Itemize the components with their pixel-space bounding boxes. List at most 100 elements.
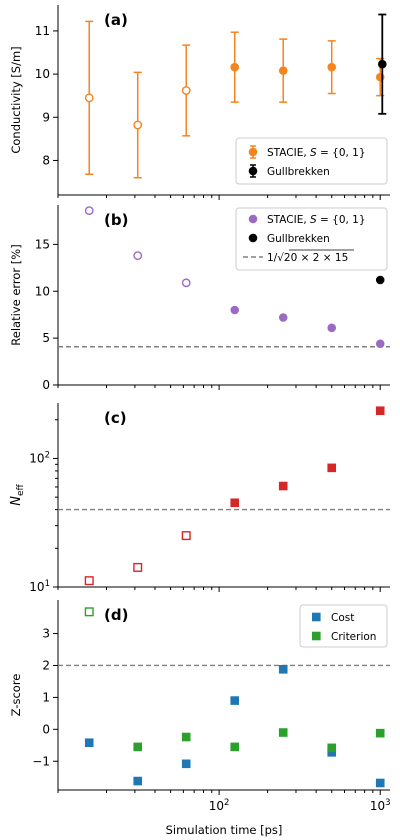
data-point bbox=[84, 93, 94, 103]
data-point bbox=[133, 742, 143, 752]
x-axis-label: Simulation time [ps] bbox=[166, 823, 283, 837]
y-tick-label: 2 bbox=[42, 658, 50, 672]
y-tick-label: 0 bbox=[42, 722, 50, 736]
y-tick-label: 15 bbox=[35, 237, 50, 251]
y-tick-label: 10 bbox=[35, 67, 50, 81]
data-point bbox=[84, 206, 94, 216]
legend-label-part: = {0, 1} bbox=[317, 147, 366, 159]
data-point bbox=[327, 463, 337, 473]
data-point bbox=[377, 59, 387, 69]
legend-marker bbox=[312, 631, 321, 641]
legend-label: STACIE, S = {0, 1} bbox=[267, 214, 366, 226]
panel-label: (b) bbox=[104, 211, 128, 229]
x-tick-exponent: 3 bbox=[385, 798, 390, 808]
legend-label: 1/√20 × 2 × 15 bbox=[267, 252, 348, 264]
panel-label: (c) bbox=[104, 409, 127, 427]
legend-marker bbox=[248, 214, 258, 224]
y-axis-label: Z-score bbox=[9, 674, 23, 717]
data-point bbox=[375, 778, 385, 788]
x-tick-base: 10 bbox=[209, 799, 224, 813]
data-point bbox=[375, 406, 385, 416]
legend-frame bbox=[299, 604, 388, 648]
data-point bbox=[375, 72, 385, 82]
legend-label: Criterion bbox=[331, 631, 376, 643]
y-tick-label: 11 bbox=[35, 24, 50, 38]
data-point bbox=[375, 339, 385, 349]
legend-label-part: = {0, 1} bbox=[317, 214, 366, 226]
y-tick-label: 1 bbox=[42, 690, 50, 704]
data-point bbox=[181, 732, 191, 742]
legend-label-part: 1/ bbox=[267, 252, 278, 264]
y-tick-label: 9 bbox=[42, 110, 50, 124]
data-point bbox=[133, 251, 143, 261]
y-tick-base: 10 bbox=[29, 580, 44, 594]
data-point bbox=[278, 66, 288, 75]
y-tick-label: 10 bbox=[35, 284, 50, 298]
y-axis-label: Conductivity [S/m] bbox=[9, 46, 23, 153]
legend-marker bbox=[248, 233, 258, 243]
y-tick-label: 5 bbox=[42, 331, 50, 345]
panel-a: 8 9 10 11 Conductivity [S/m] (a) STACIE, S = {… bbox=[9, 5, 390, 200]
y-tick-label: 8 bbox=[42, 153, 50, 167]
legend-frame bbox=[235, 207, 388, 271]
x-tick-label: 102 bbox=[209, 798, 230, 813]
legend-label: Gullbrekken bbox=[267, 233, 330, 245]
legend-label: STACIE, S = {0, 1} bbox=[267, 147, 366, 159]
data-point bbox=[327, 62, 337, 72]
legend-marker bbox=[248, 166, 258, 176]
data-point bbox=[181, 278, 191, 288]
y-tick-base: 10 bbox=[29, 451, 44, 465]
y-tick-label: 102 bbox=[29, 450, 50, 465]
panel-label: (a) bbox=[104, 11, 128, 29]
y-tick-label: 0 bbox=[42, 378, 50, 392]
legend-label-part: Gullbrekken bbox=[267, 233, 330, 245]
data-point bbox=[278, 313, 288, 322]
data-point bbox=[181, 759, 191, 769]
legend-label-part: S bbox=[310, 147, 317, 159]
data-point bbox=[133, 562, 143, 572]
data-point bbox=[84, 607, 94, 617]
y-tick-label: −1 bbox=[32, 754, 50, 768]
data-point bbox=[133, 120, 143, 130]
x-tick-exponent: 2 bbox=[224, 798, 229, 808]
x-tick-label: 103 bbox=[370, 798, 391, 813]
data-point bbox=[375, 728, 385, 738]
data-point bbox=[230, 62, 240, 72]
panel-b: 0 5 10 15 Relative error [%] (b) STACIE, S = {… bbox=[9, 205, 390, 392]
data-point bbox=[230, 696, 240, 705]
y-tick-exponent: 1 bbox=[45, 579, 50, 589]
y-tick-label: 3 bbox=[42, 627, 50, 641]
y-axis-label-main: N bbox=[9, 496, 24, 506]
data-point bbox=[327, 323, 337, 333]
data-point bbox=[375, 275, 385, 285]
data-point bbox=[327, 748, 337, 757]
y-axis-label: Neff bbox=[9, 483, 26, 505]
data-point bbox=[278, 481, 288, 491]
legend-frame bbox=[235, 137, 388, 185]
y-tick-exponent: 2 bbox=[45, 450, 50, 460]
data-point bbox=[230, 742, 240, 752]
x-tick-base: 10 bbox=[370, 799, 385, 813]
legend-label-part: S bbox=[310, 214, 317, 226]
data-point bbox=[327, 743, 337, 753]
legend-label-part: 20 × 2 × 15 bbox=[284, 252, 348, 264]
data-point bbox=[133, 776, 143, 786]
data-point bbox=[181, 86, 191, 95]
legend-label: Gullbrekken bbox=[267, 166, 330, 178]
legend-label-part: STACIE, bbox=[267, 214, 310, 226]
y-axis-label-subscript: eff bbox=[16, 483, 26, 496]
data-point bbox=[84, 738, 94, 748]
legend-marker bbox=[312, 612, 321, 622]
legend-label-part: STACIE, bbox=[267, 147, 310, 159]
y-tick-label: 101 bbox=[29, 579, 50, 594]
data-point bbox=[84, 576, 94, 586]
y-axis-label: Relative error [%] bbox=[9, 244, 23, 345]
legend-label: Cost bbox=[331, 612, 354, 624]
data-point bbox=[181, 531, 191, 541]
data-point bbox=[278, 728, 288, 737]
legend-sqrt-sign: √ bbox=[277, 252, 284, 264]
panel-label: (d) bbox=[104, 606, 128, 624]
